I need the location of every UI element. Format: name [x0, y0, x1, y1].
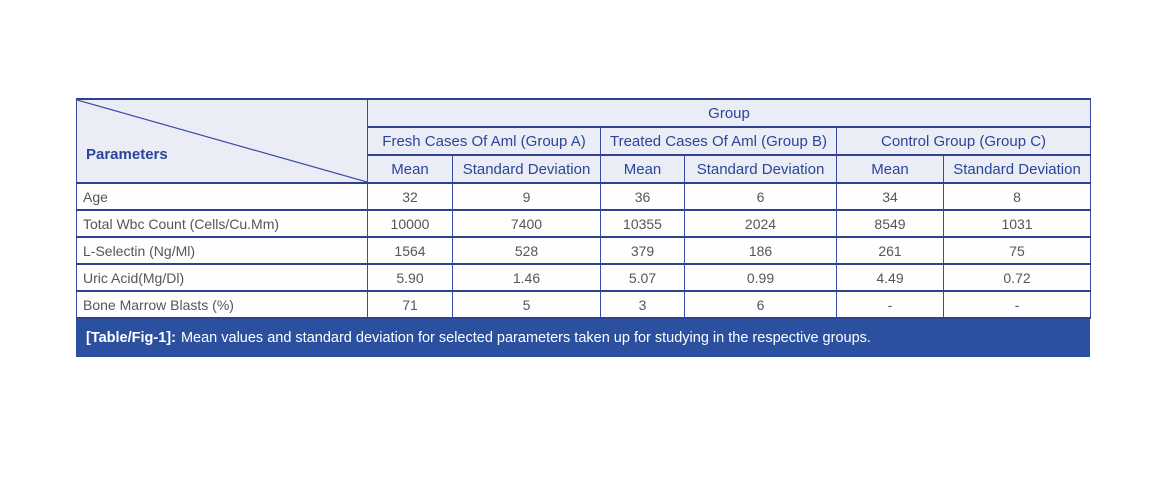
diagonal-divider-line	[77, 100, 367, 182]
value-cell: 0.72	[942, 263, 1092, 292]
value-cell: 34	[836, 182, 944, 211]
group-a-sd-header: Standard Deviation	[452, 154, 601, 184]
value-cell: 5.90	[367, 263, 453, 292]
value-cell: 1564	[367, 236, 453, 265]
value-cell: 5.07	[600, 263, 685, 292]
value-cell: 8	[942, 182, 1092, 211]
group-a-header-cell: Fresh Cases Of Aml (Group A)	[367, 126, 601, 156]
value-cell: 379	[600, 236, 685, 265]
group-b-mean-header: Mean	[600, 154, 685, 184]
value-cell: 71	[367, 290, 453, 319]
parameter-cell: Bone Marrow Blasts (%)	[76, 290, 368, 319]
table-header: Parameters Group Fresh Cases Of Aml (Gro…	[76, 98, 1092, 184]
value-cell: 3	[600, 290, 685, 319]
value-cell: 528	[452, 236, 601, 265]
value-cell: 8549	[836, 209, 944, 238]
table-row: Total Wbc Count (Cells/Cu.Mm) 10000 7400…	[76, 209, 1092, 238]
value-cell: 5	[452, 290, 601, 319]
value-cell: 261	[836, 236, 944, 265]
parameter-cell: Total Wbc Count (Cells/Cu.Mm)	[76, 209, 368, 238]
group-c-sd-header: Standard Deviation	[942, 154, 1092, 184]
table-row: L-Selectin (Ng/Ml) 1564 528 379 186 261 …	[76, 236, 1092, 265]
value-cell: 9	[452, 182, 601, 211]
value-cell: 0.99	[684, 263, 837, 292]
parameter-cell: Uric Acid(Mg/Dl)	[76, 263, 368, 292]
header-row-stats: Mean Standard Deviation Mean Standard De…	[77, 154, 1092, 184]
value-cell: 186	[684, 236, 837, 265]
value-cell: 32	[367, 182, 453, 211]
group-header-cell: Group	[366, 98, 1092, 128]
group-b-header-cell: Treated Cases Of Aml (Group B)	[600, 126, 837, 156]
figure-caption-bar: [Table/Fig-1]: Mean values and standard …	[76, 319, 1090, 357]
value-cell: 7400	[452, 209, 601, 238]
table-row: Uric Acid(Mg/Dl) 5.90 1.46 5.07 0.99 4.4…	[76, 263, 1092, 292]
group-c-mean-header: Mean	[836, 154, 944, 184]
value-cell: 1.46	[452, 263, 601, 292]
parameter-cell: L-Selectin (Ng/Ml)	[76, 236, 368, 265]
parameter-cell: Age	[76, 182, 368, 211]
value-cell: 75	[942, 236, 1092, 265]
caption-label: [Table/Fig-1]:	[86, 330, 176, 346]
group-c-header-cell: Control Group (Group C)	[835, 126, 1092, 156]
header-row-group: Parameters Group	[76, 98, 1092, 184]
value-cell: 6	[684, 290, 837, 319]
table-figure: Parameters Group Fresh Cases Of Aml (Gro…	[76, 98, 1092, 357]
parameters-table: Parameters Group Fresh Cases Of Aml (Gro…	[76, 98, 1092, 319]
parameters-corner-cell: Parameters	[76, 98, 368, 184]
value-cell: 10000	[367, 209, 453, 238]
value-cell: 36	[600, 182, 685, 211]
caption-text: Mean values and standard deviation for s…	[180, 330, 871, 346]
value-cell: 4.49	[836, 263, 944, 292]
parameters-header-label: Parameters	[86, 146, 168, 163]
value-cell: 10355	[600, 209, 685, 238]
table-row: Age 32 9 36 6 34 8	[76, 182, 1092, 211]
value-cell: 2024	[684, 209, 837, 238]
value-cell: -	[942, 290, 1092, 319]
table-row: Bone Marrow Blasts (%) 71 5 3 6 - -	[76, 290, 1092, 319]
group-a-mean-header: Mean	[367, 154, 453, 184]
value-cell: 1031	[942, 209, 1092, 238]
header-row-subgroups: Fresh Cases Of Aml (Group A) Treated Cas…	[77, 126, 1092, 156]
value-cell: -	[836, 290, 944, 319]
group-b-sd-header: Standard Deviation	[684, 154, 837, 184]
value-cell: 6	[684, 182, 837, 211]
table-body: Age 32 9 36 6 34 8 Total Wbc Count (Cell…	[76, 182, 1092, 319]
